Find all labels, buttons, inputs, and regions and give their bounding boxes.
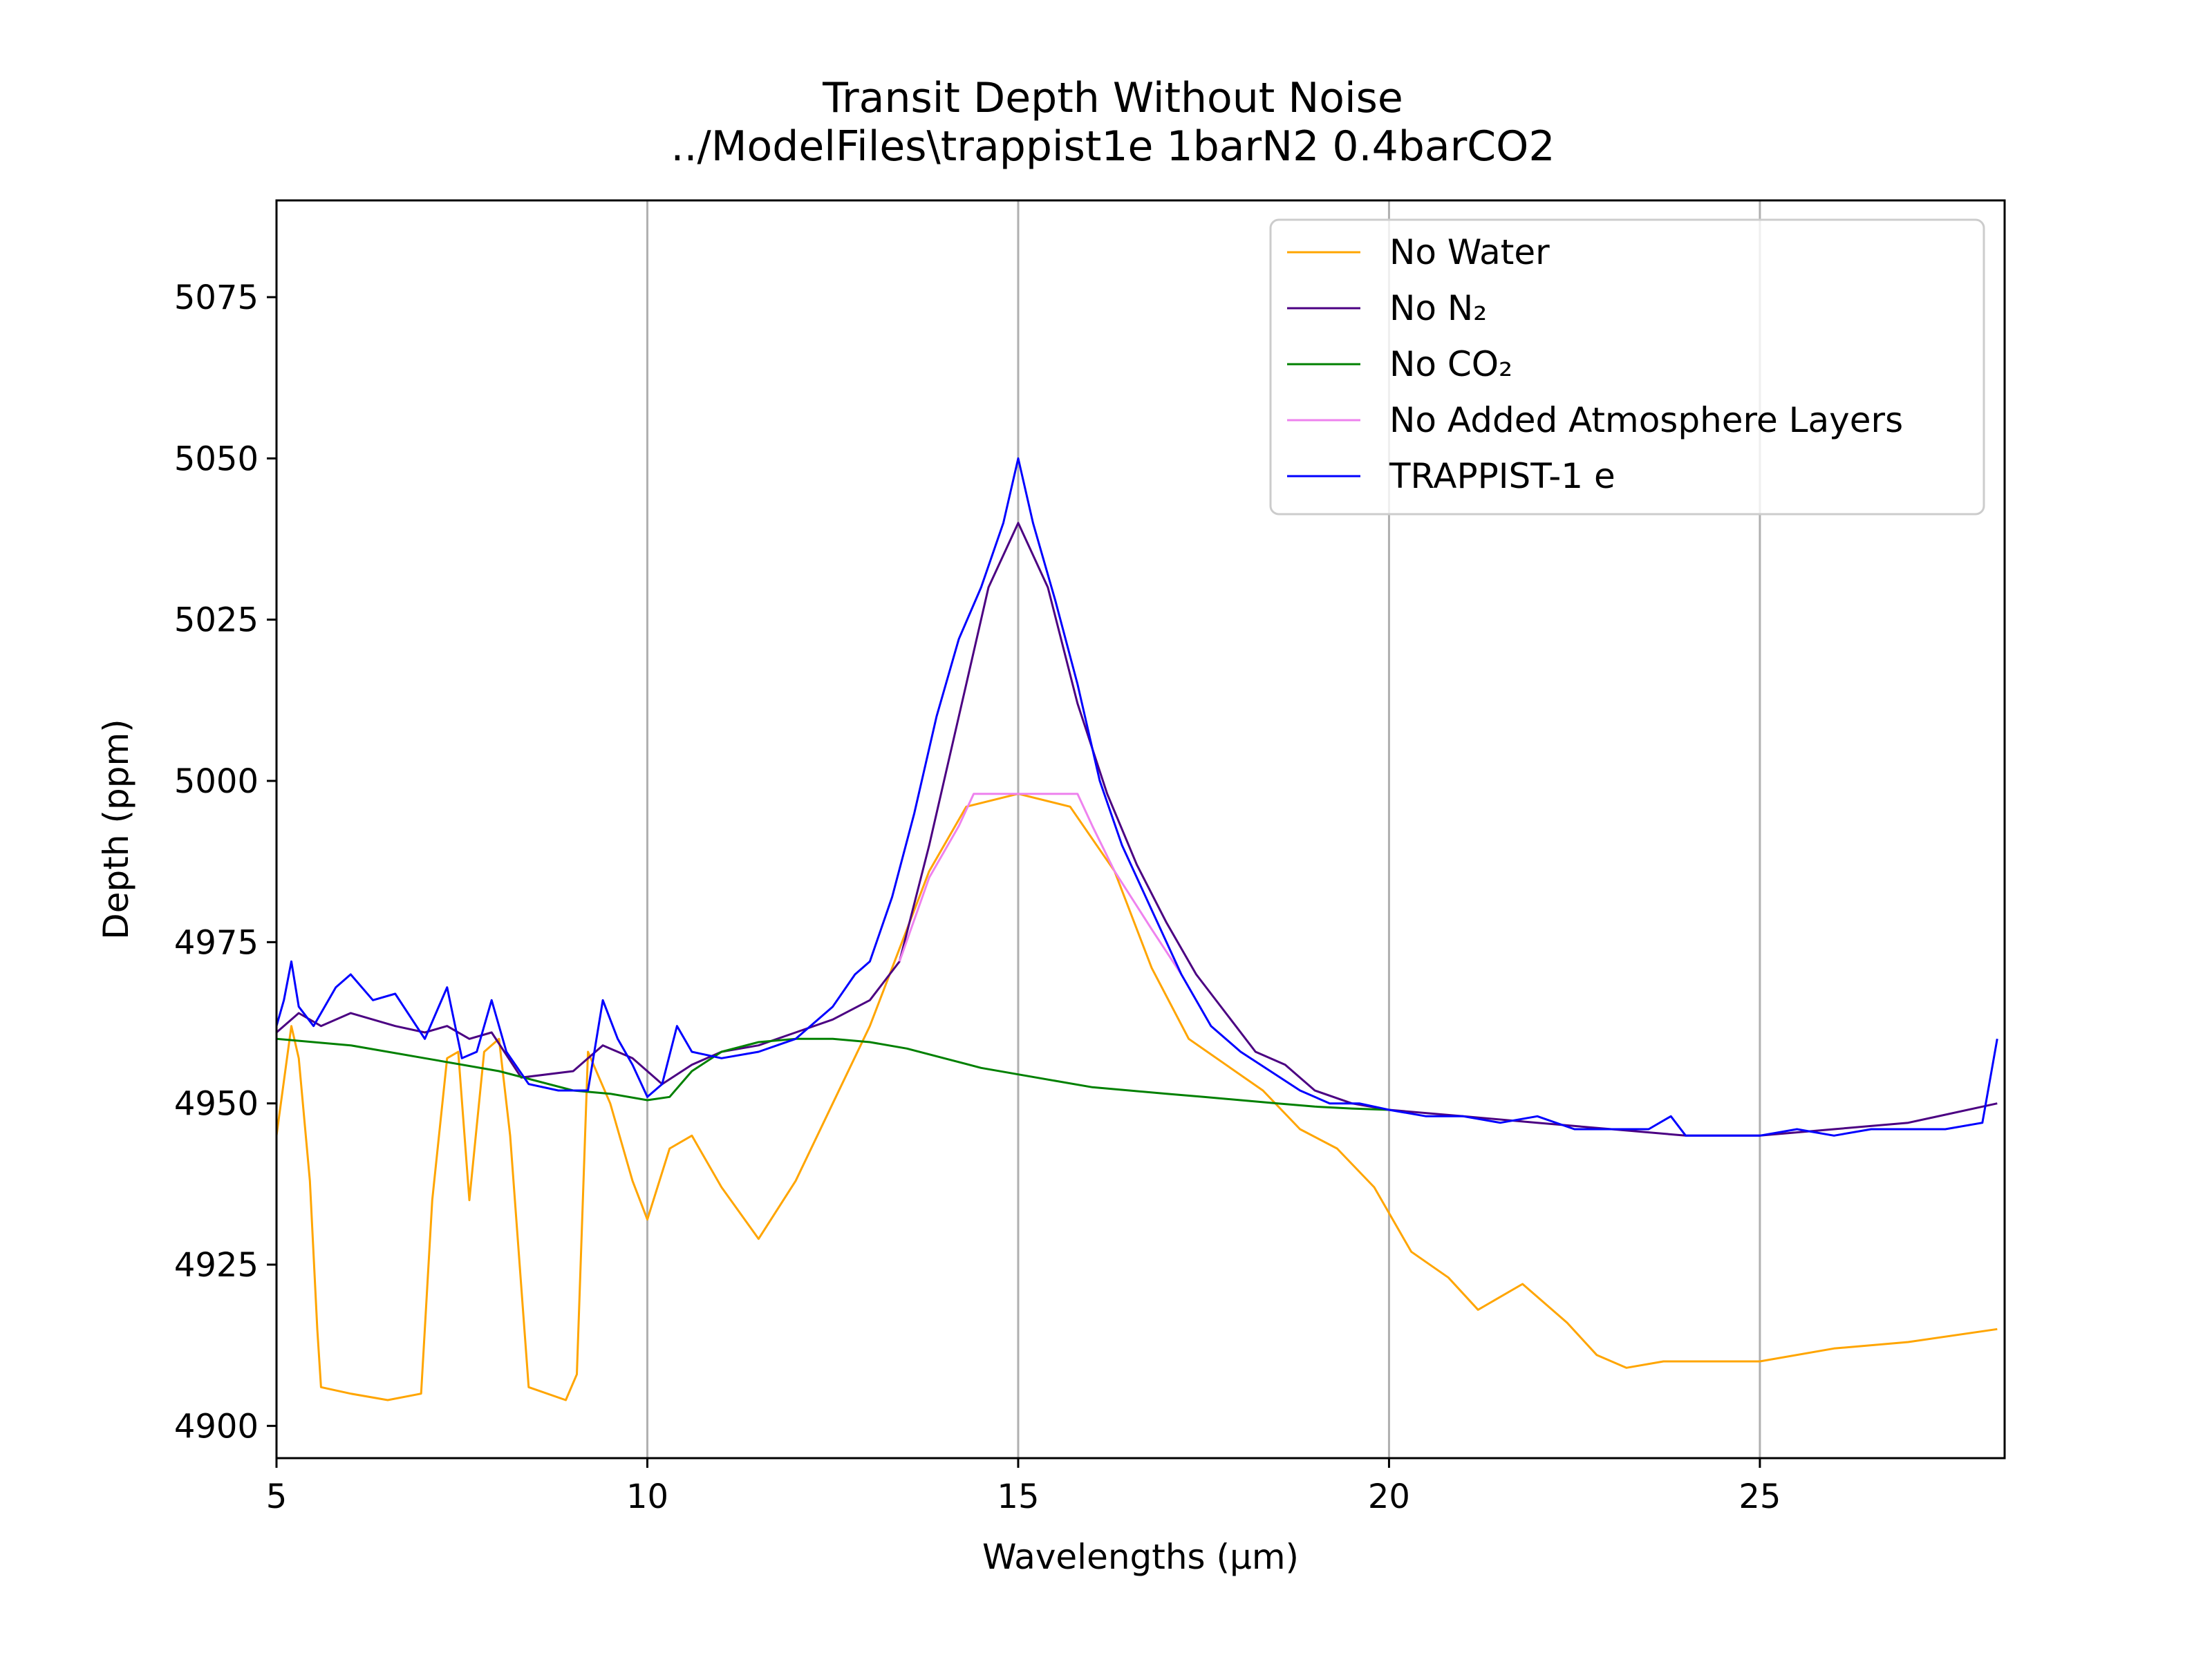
- x-tick-label: 5: [266, 1477, 288, 1516]
- x-axis-label: Wavelengths (μm): [982, 1537, 1299, 1577]
- series-line-no-added-atmosphere-layers: [898, 793, 1183, 975]
- series-line-no-n: [276, 522, 1998, 1137]
- y-tick-label: 4950: [174, 1085, 259, 1124]
- y-axis-label: Depth (ppm): [96, 719, 136, 939]
- x-tick-label: 10: [626, 1477, 668, 1516]
- y-tick-label: 4975: [174, 923, 259, 962]
- legend-label: No Water: [1389, 232, 1550, 272]
- legend-label: TRAPPIST-1 e: [1389, 456, 1615, 496]
- y-tick-label: 4925: [174, 1246, 259, 1285]
- series-lines: [276, 457, 1998, 1401]
- legend-label: No N₂: [1389, 288, 1487, 328]
- legend: No Water No N₂ No CO₂ No Added Atmosphere L…: [1269, 218, 1985, 516]
- legend-box: [1269, 218, 1985, 516]
- legend-label: No Added Atmosphere Layers: [1389, 400, 1903, 440]
- x-tick-label: 15: [997, 1477, 1039, 1516]
- y-axis-ticks: 4900 4925 4950 4975 5000 5025 5050 5075: [174, 278, 276, 1446]
- plot-frame: [275, 199, 2006, 1460]
- chart-title: Transit Depth Without Noise: [822, 74, 1403, 122]
- x-axis-ticks: 5 10 15 20 25: [266, 1458, 1781, 1516]
- series-line-no-co: [276, 1037, 1389, 1111]
- legend-label: No CO₂: [1389, 344, 1512, 384]
- y-tick-label: 5025: [174, 601, 259, 640]
- y-tick-label: 5075: [174, 278, 259, 317]
- x-tick-label: 25: [1738, 1477, 1781, 1516]
- y-tick-label: 4900: [174, 1407, 259, 1446]
- y-tick-label: 5000: [174, 762, 259, 801]
- chart-subtitle: ../ModelFiles\trappist1e 1barN2 0.4barCO…: [671, 122, 1555, 171]
- x-tick-label: 20: [1368, 1477, 1410, 1516]
- series-line-trappist-1-e: [276, 457, 1998, 1137]
- y-tick-label: 5050: [174, 440, 259, 478]
- series-line-no-water: [276, 793, 1998, 1401]
